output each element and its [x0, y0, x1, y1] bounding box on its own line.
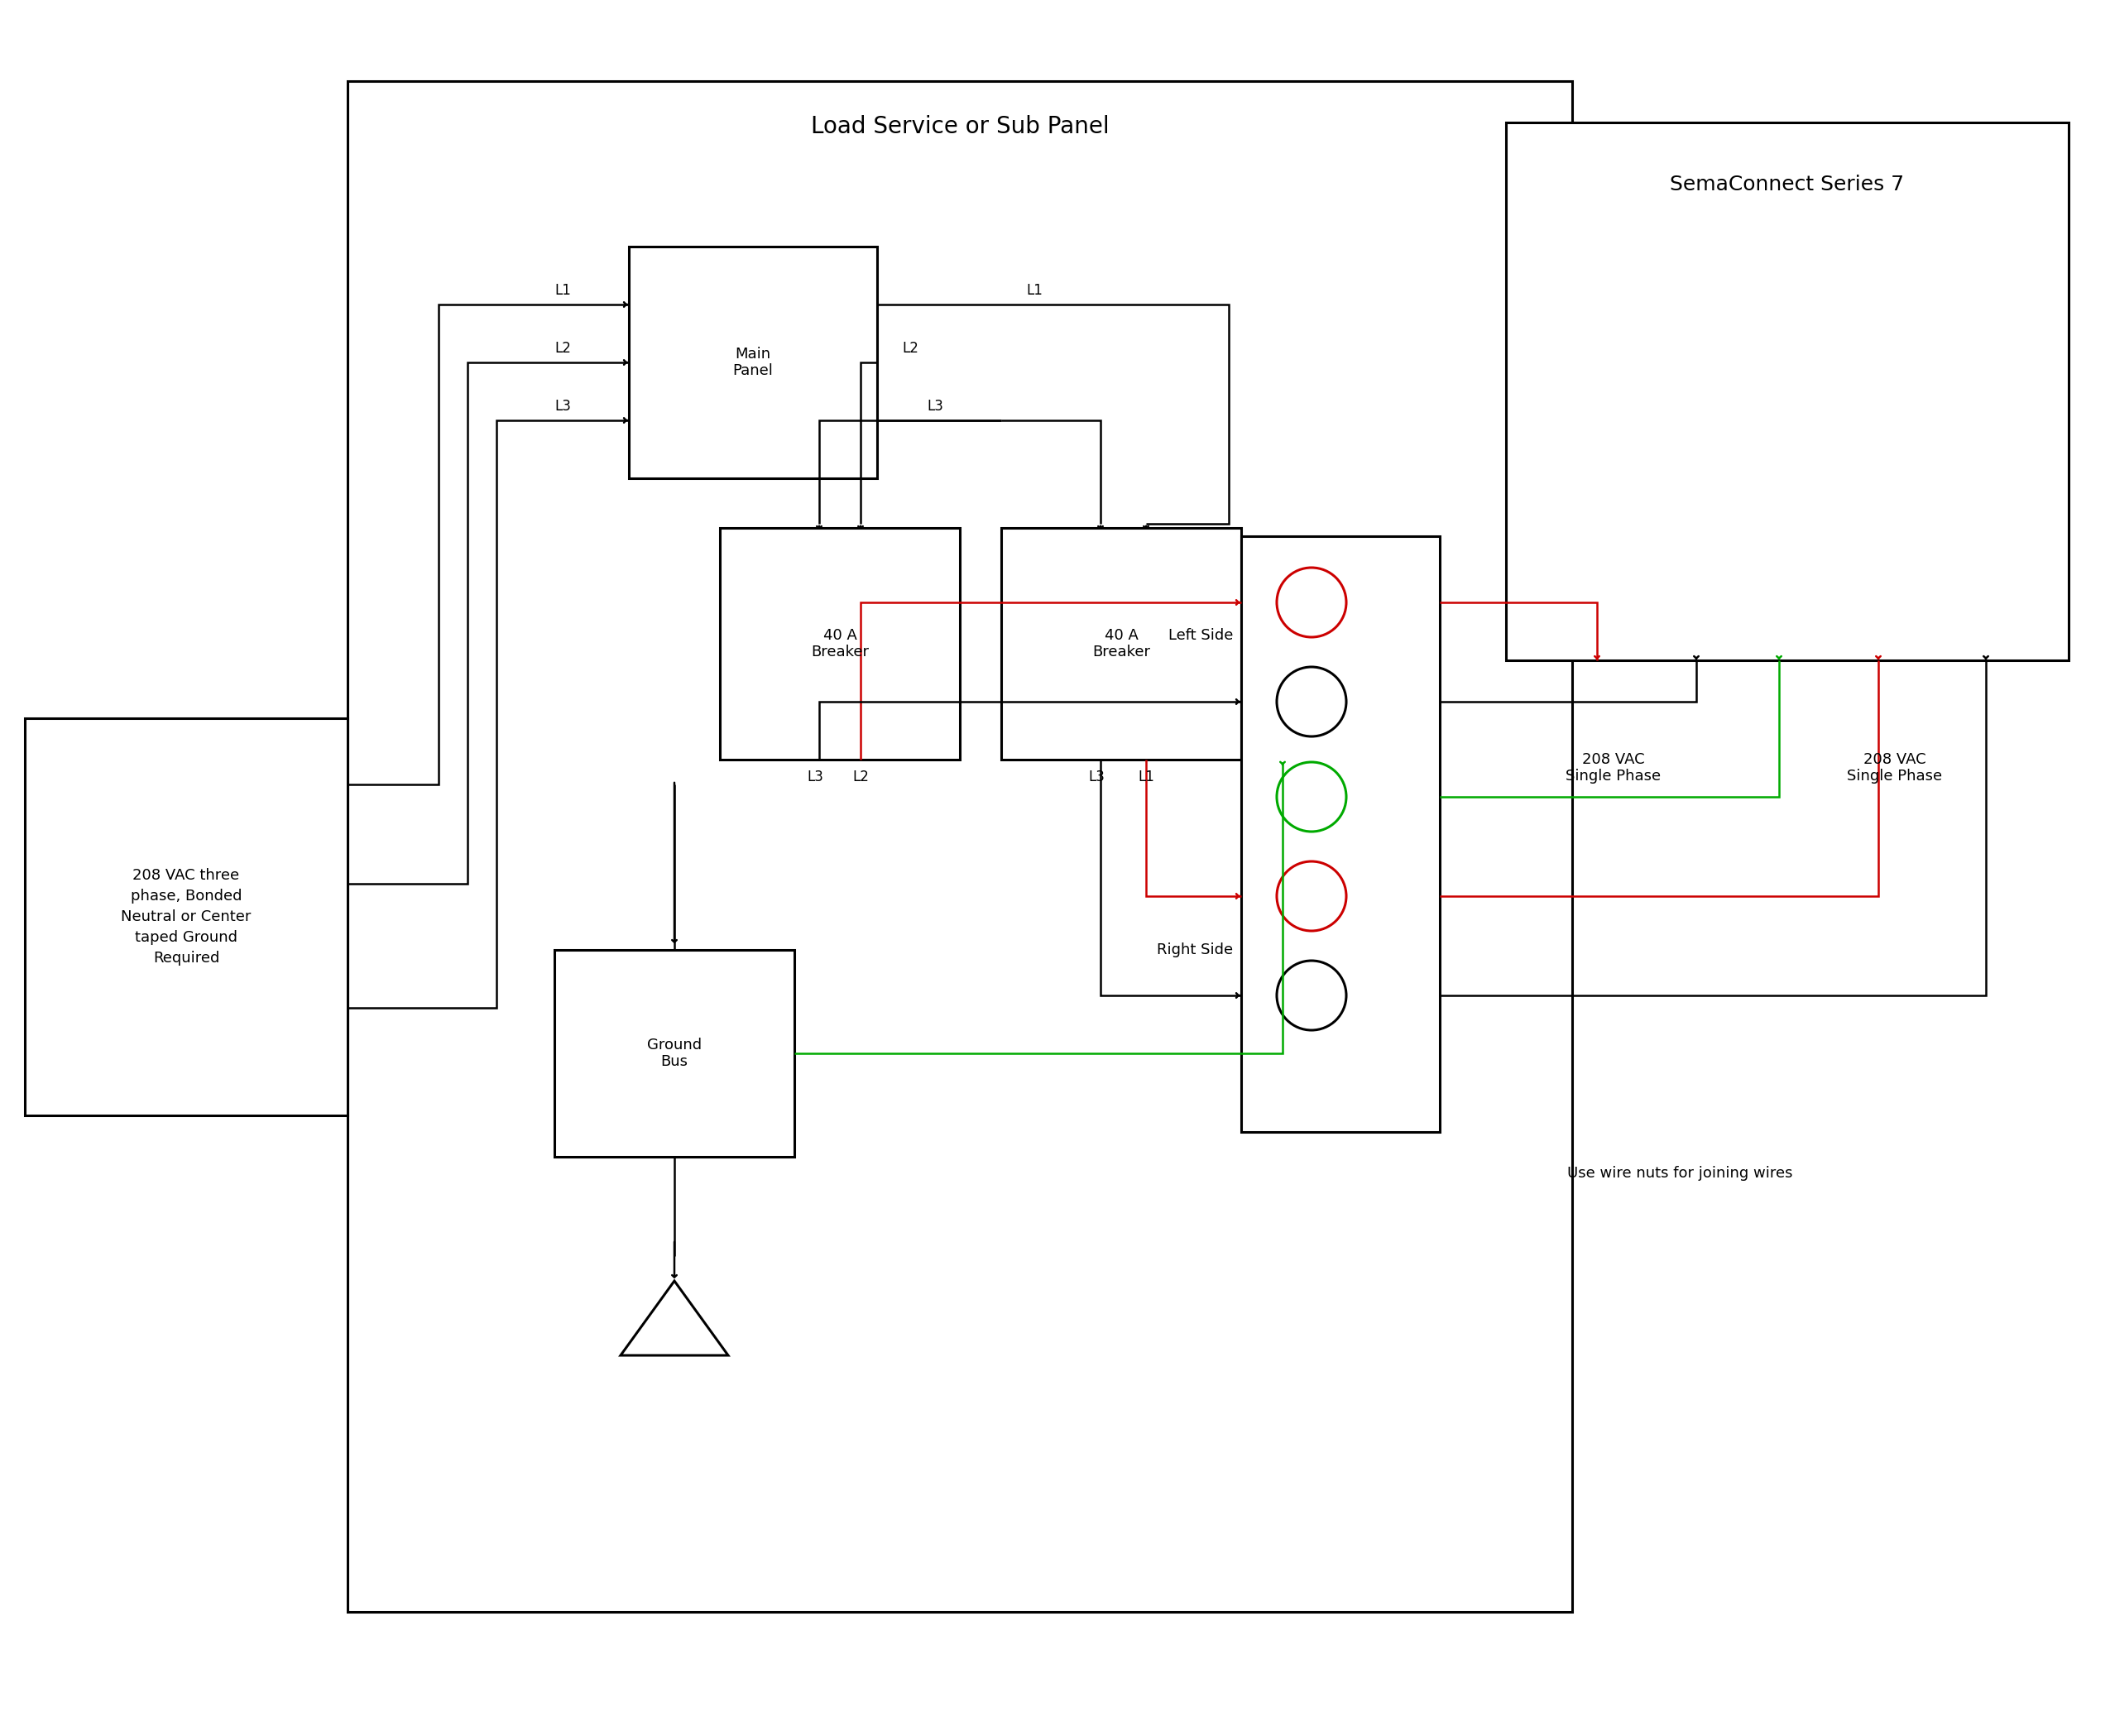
Circle shape	[1277, 960, 1346, 1029]
Text: SemaConnect Series 7: SemaConnect Series 7	[1671, 175, 1905, 194]
Circle shape	[1277, 762, 1346, 832]
Bar	[25, 719, 348, 1116]
Text: Use wire nuts for joining wires: Use wire nuts for joining wires	[1568, 1167, 1793, 1180]
Text: 208 VAC
Single Phase: 208 VAC Single Phase	[1846, 752, 1943, 785]
Bar	[1241, 536, 1439, 1132]
Text: L2: L2	[555, 340, 572, 356]
Text: 208 VAC
Single Phase: 208 VAC Single Phase	[1566, 752, 1661, 785]
Text: Left Side: Left Side	[1169, 628, 1232, 642]
Text: 40 A
Breaker: 40 A Breaker	[810, 628, 869, 660]
Text: 40 A
Breaker: 40 A Breaker	[1093, 628, 1150, 660]
Text: L2: L2	[901, 340, 918, 356]
Text: Right Side: Right Side	[1156, 943, 1232, 957]
Text: Main
Panel: Main Panel	[732, 347, 772, 378]
Text: L1: L1	[555, 283, 572, 299]
Bar	[1507, 123, 2068, 660]
Circle shape	[1277, 667, 1346, 736]
Circle shape	[1277, 861, 1346, 930]
Text: L3: L3	[806, 769, 823, 785]
Circle shape	[1277, 568, 1346, 637]
Text: L3: L3	[1089, 769, 1106, 785]
Bar	[720, 528, 960, 760]
Text: Ground
Bus: Ground Bus	[648, 1038, 703, 1069]
Text: 208 VAC three
phase, Bonded
Neutral or Center
taped Ground
Required: 208 VAC three phase, Bonded Neutral or C…	[120, 868, 251, 965]
Text: Load Service or Sub Panel: Load Service or Sub Panel	[810, 115, 1110, 139]
Bar	[348, 82, 1572, 1613]
Bar	[1002, 528, 1241, 760]
Text: L3: L3	[555, 399, 572, 413]
Bar	[555, 950, 793, 1156]
Text: L2: L2	[852, 769, 869, 785]
Text: L1: L1	[1137, 769, 1154, 785]
Bar	[629, 247, 878, 479]
Text: L3: L3	[926, 399, 943, 413]
Text: L1: L1	[1025, 283, 1042, 299]
